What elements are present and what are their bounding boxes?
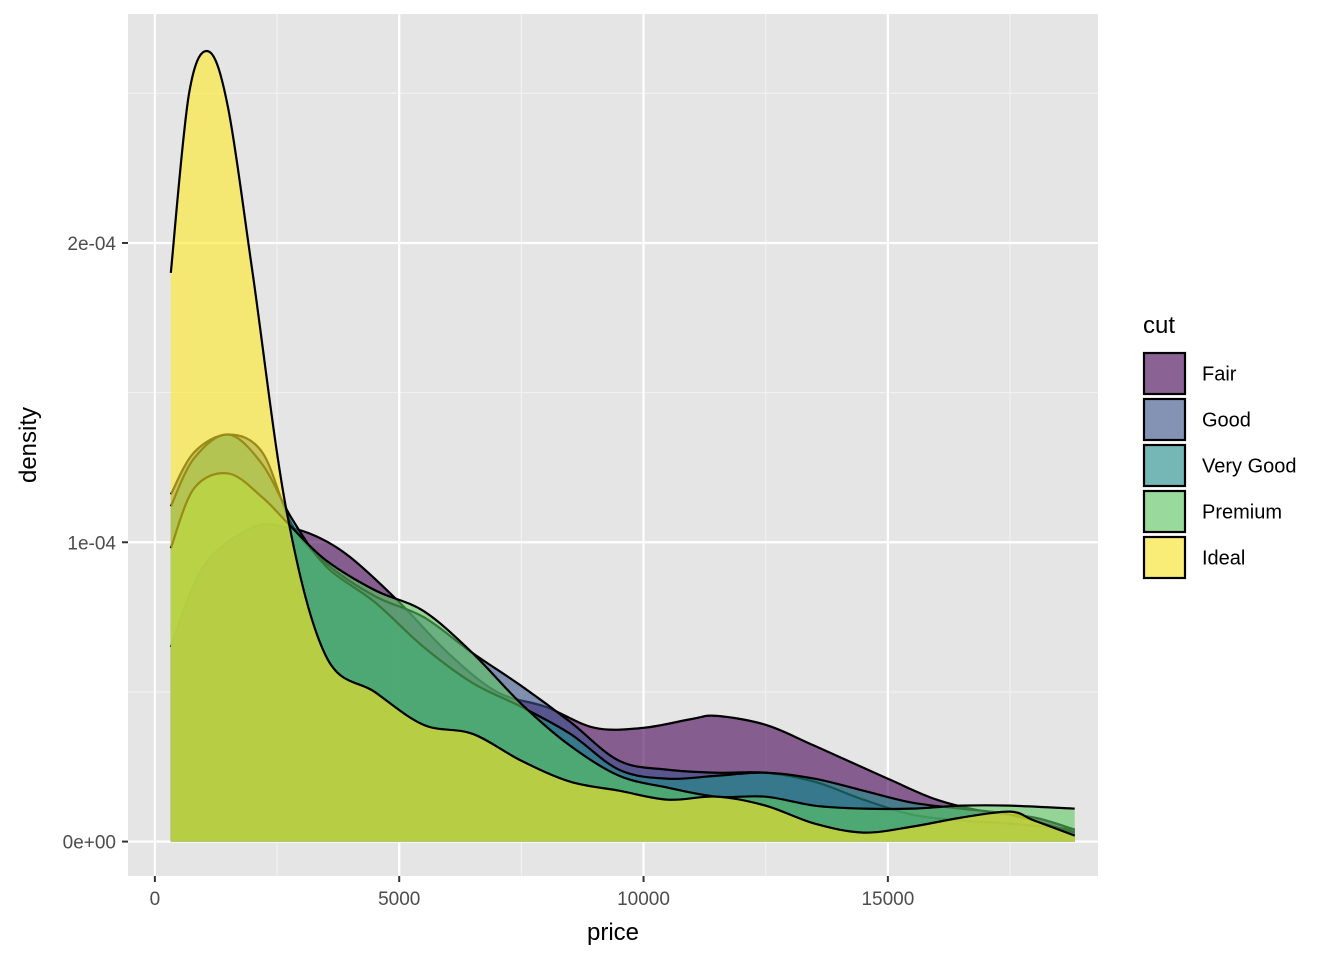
x-tick-label: 5000 [378,889,420,910]
x-tick-label: 0 [150,889,161,910]
y-axis: 0e+00 1e-04 2e-04 [63,234,128,854]
legend-label-fair: Fair [1202,364,1237,386]
legend-key-good [1142,397,1187,442]
legend-label-very-good: Very Good [1202,456,1297,478]
legend-key-ideal [1142,535,1187,580]
legend-key-premium [1142,489,1187,534]
x-axis: 0 5000 10000 15000 [150,876,914,910]
legend: cut Fair Good Very Good Premium Ideal [1142,312,1297,580]
legend-label-ideal: Ideal [1202,548,1245,570]
minor-grid [128,14,1098,876]
x-tick-label: 10000 [617,889,670,910]
density-area-ideal [170,50,1075,842]
legend-key-very-good [1142,443,1187,488]
x-tick-label: 15000 [861,889,914,910]
density-series [169,49,1076,842]
legend-label-good: Good [1202,410,1251,432]
legend-label-premium: Premium [1202,502,1282,524]
y-axis-title: density [15,407,42,483]
density-line-ideal [169,49,1076,837]
y-tick-label: 1e-04 [67,533,116,554]
y-tick-label: 0e+00 [63,833,116,854]
legend-key-fair [1142,351,1187,396]
x-axis-title: price [587,919,639,946]
legend-title: cut [1143,312,1175,339]
y-tick-label: 2e-04 [67,234,116,255]
